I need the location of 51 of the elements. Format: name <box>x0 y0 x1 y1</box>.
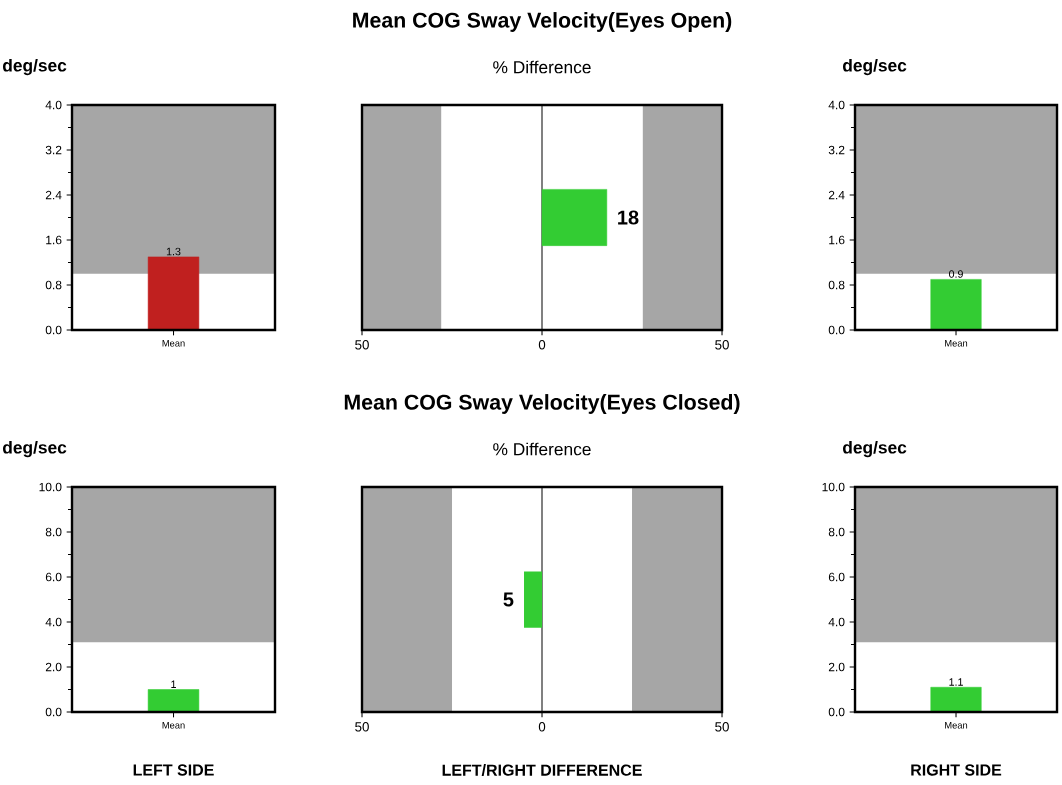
data-label: 0.9 <box>949 270 963 278</box>
chart-title: Mean COG Sway Velocity(Eyes Open) <box>353 12 732 32</box>
y-tick-label: 6.0 <box>45 572 62 582</box>
y-tick-label: 0.8 <box>828 280 845 290</box>
y-tick-label: 2.0 <box>828 662 845 672</box>
y-tick-label: 2.4 <box>45 190 62 200</box>
data-label: 5 <box>503 592 514 607</box>
y-tick-label: 2.0 <box>45 662 62 672</box>
y-tick-label: 0.0 <box>828 325 845 335</box>
x-axis-title: RIGHT SIDE <box>911 764 1002 776</box>
y-tick-label: 1.6 <box>46 235 62 245</box>
y-axis-title: deg/sec <box>842 58 907 76</box>
y-tick-label: 10.0 <box>822 482 845 492</box>
y-tick-label: 4.0 <box>828 617 845 627</box>
chart-subtitle: % Difference <box>493 442 591 456</box>
x-tick-label: 0 <box>538 340 546 350</box>
x-tick-label: Mean <box>162 722 185 729</box>
data-label: 1.1 <box>949 678 963 686</box>
x-tick-label: Mean <box>162 340 185 347</box>
x-tick-label: 50 <box>715 340 729 350</box>
y-tick-label: 4.0 <box>45 617 62 627</box>
y-tick-label: 10.0 <box>39 482 62 492</box>
y-tick-label: 2.4 <box>828 190 845 200</box>
x-tick-label: 50 <box>355 340 369 350</box>
y-tick-label: 8.0 <box>828 527 845 537</box>
data-label: 18 <box>618 210 639 225</box>
y-axis-title: deg/sec <box>2 58 67 76</box>
y-tick-label: 0.8 <box>45 280 62 290</box>
y-tick-label: 6.0 <box>828 572 845 582</box>
y-tick-label: 8.0 <box>45 527 62 537</box>
data-label: 1 <box>171 680 176 688</box>
chart-subtitle: % Difference <box>493 60 591 74</box>
y-tick-label: 3.2 <box>828 145 845 155</box>
x-tick-label: Mean <box>945 722 968 729</box>
x-tick-label: Mean <box>945 340 968 347</box>
y-tick-label: 0.0 <box>45 325 62 335</box>
chart-title: Mean COG Sway Velocity(Eyes Closed) <box>344 394 740 414</box>
x-axis-title: LEFT SIDE <box>133 764 214 776</box>
y-tick-label: 0.0 <box>828 707 845 717</box>
x-tick-label: 0 <box>538 722 546 732</box>
x-axis-title: LEFT/RIGHT DIFFERENCE <box>442 764 642 776</box>
y-tick-label: 4.0 <box>45 100 62 110</box>
y-tick-label: 0.0 <box>45 707 62 717</box>
data-label: 1.3 <box>166 247 181 256</box>
y-tick-label: 3.2 <box>45 145 62 155</box>
y-axis-title: deg/sec <box>842 440 907 458</box>
y-axis-title: deg/sec <box>2 440 67 458</box>
y-tick-label: 4.0 <box>828 100 845 110</box>
y-tick-label: 1.6 <box>829 235 845 245</box>
x-tick-label: 50 <box>715 722 729 732</box>
x-tick-label: 50 <box>355 722 369 732</box>
